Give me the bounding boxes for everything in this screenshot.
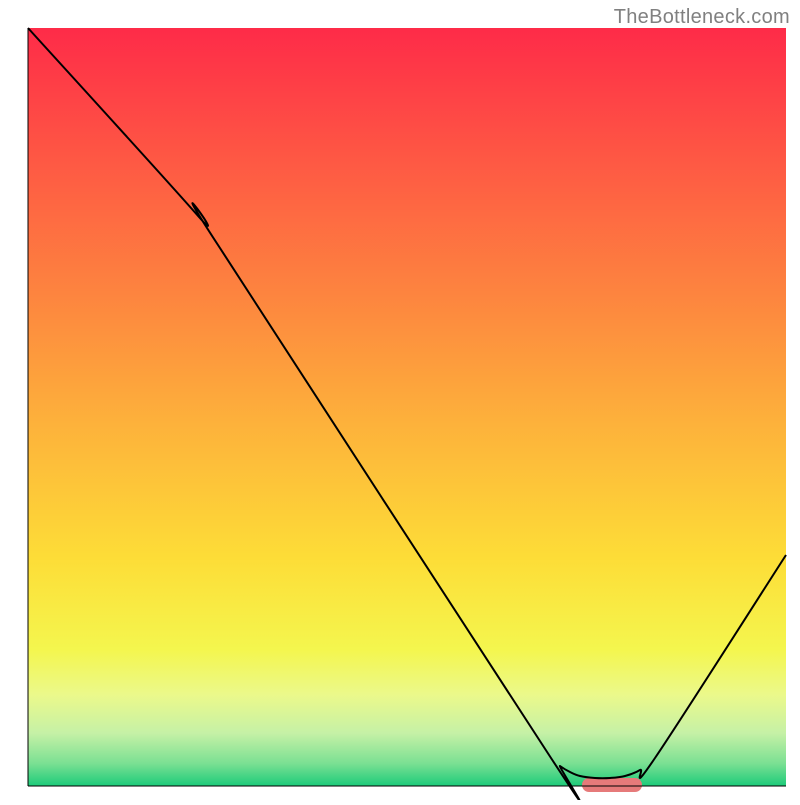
- chart-svg: [0, 0, 800, 800]
- optimal-marker: [582, 778, 642, 792]
- bottleneck-chart: TheBottleneck.com: [0, 0, 800, 800]
- gradient-background: [28, 28, 786, 786]
- watermark-text: TheBottleneck.com: [614, 6, 790, 29]
